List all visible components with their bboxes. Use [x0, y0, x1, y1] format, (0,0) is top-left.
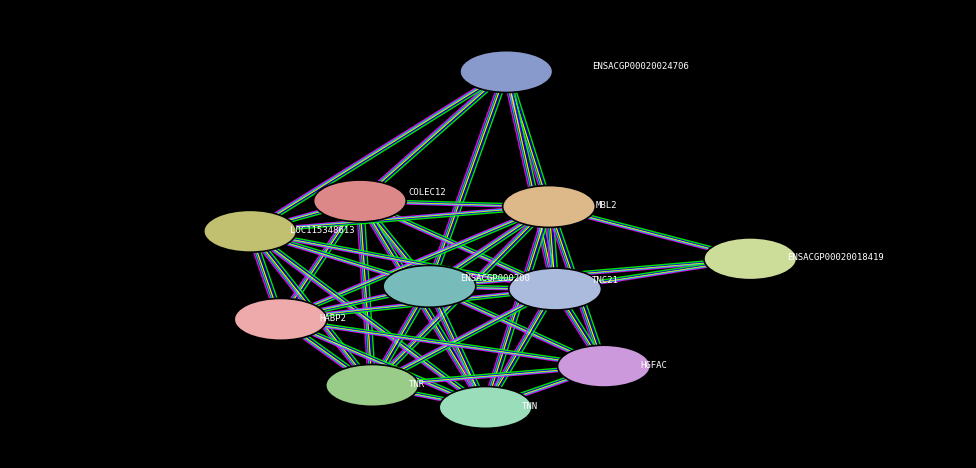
Text: TNR: TNR [409, 380, 425, 389]
Text: COLEC12: COLEC12 [409, 188, 446, 197]
Text: ENSACGP00020024706: ENSACGP00020024706 [591, 62, 688, 71]
Text: TNN: TNN [522, 402, 539, 411]
Circle shape [234, 299, 327, 340]
Text: TNC21: TNC21 [591, 276, 619, 285]
Text: MBL2: MBL2 [595, 201, 617, 210]
Circle shape [313, 180, 406, 222]
Circle shape [557, 345, 650, 387]
Circle shape [460, 51, 552, 93]
Circle shape [439, 387, 532, 428]
Text: LOC115348613: LOC115348613 [291, 226, 355, 234]
Circle shape [508, 268, 601, 310]
Text: ENSACGP00020018419: ENSACGP00020018419 [787, 253, 883, 262]
Circle shape [704, 238, 796, 280]
Circle shape [204, 210, 297, 252]
Text: HGFAC: HGFAC [640, 360, 668, 370]
Text: HABP2: HABP2 [320, 314, 346, 323]
Circle shape [326, 365, 419, 406]
Text: ENSACGP000200: ENSACGP000200 [460, 274, 530, 283]
Circle shape [383, 265, 476, 307]
Circle shape [503, 185, 595, 227]
